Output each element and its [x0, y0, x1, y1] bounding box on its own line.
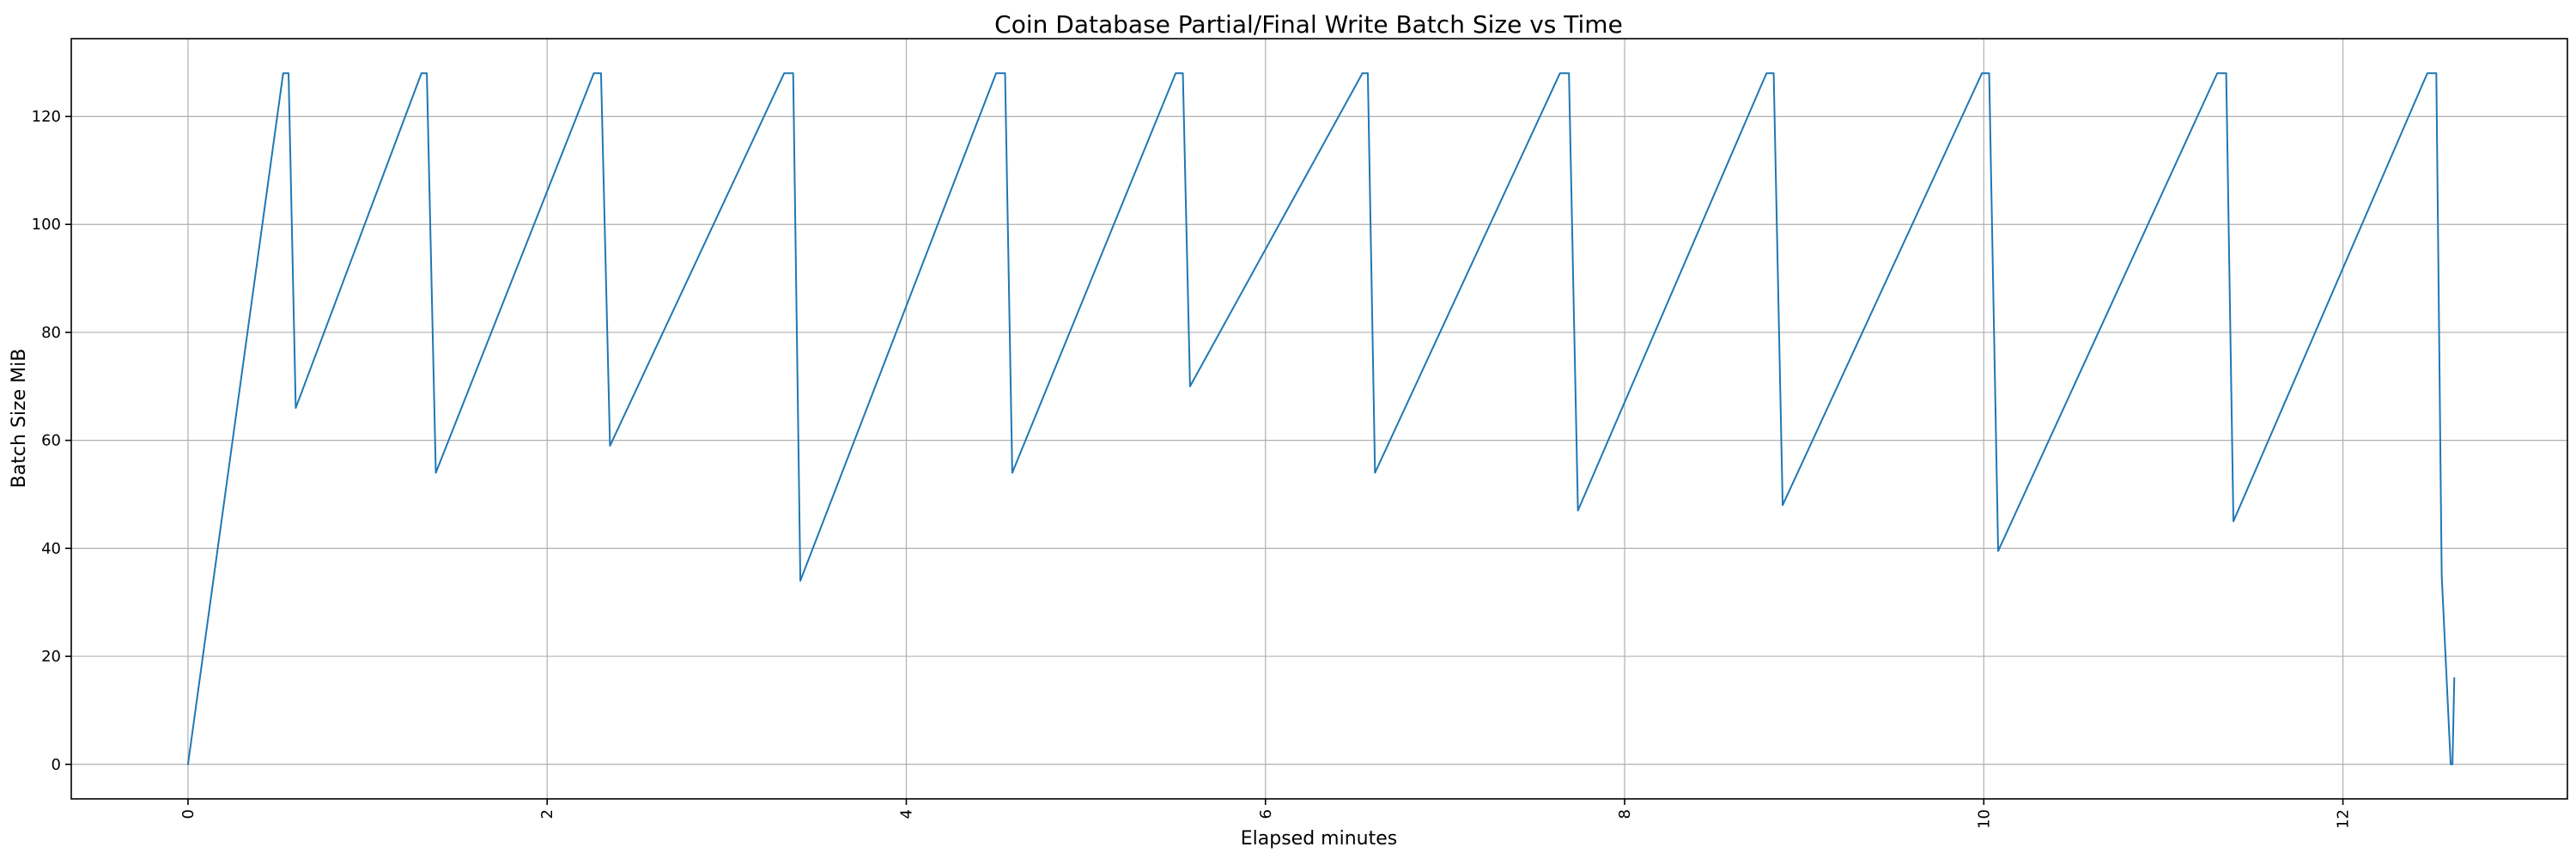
y-tick-label: 100 [32, 216, 61, 234]
x-tick-label: 12 [2335, 809, 2353, 829]
x-axis-label: Elapsed minutes [1241, 828, 1397, 850]
y-tick-label: 0 [52, 756, 61, 774]
y-tick-label: 120 [32, 108, 61, 126]
x-tick-label: 0 [179, 809, 197, 819]
x-tick-label: 2 [538, 809, 556, 819]
y-axis-ticks: 0 20 40 60 80 100 120 [32, 108, 71, 774]
y-tick-label: 80 [41, 324, 61, 342]
y-tick-label: 60 [41, 432, 61, 450]
x-tick-label: 4 [897, 809, 915, 819]
data-series [186, 72, 2456, 765]
y-axis-label: Batch Size MiB [9, 349, 30, 489]
plot-area-frame [70, 38, 2568, 800]
series-line [186, 72, 2456, 765]
chart-title: Coin Database Partial/Final Write Batch … [994, 10, 1623, 39]
x-tick-label: 6 [1257, 809, 1275, 819]
x-tick-label: 10 [1975, 809, 1993, 829]
x-axis-ticks: 0 2 4 6 8 10 12 [179, 799, 2353, 829]
x-tick-label: 8 [1616, 809, 1634, 819]
y-tick-label: 40 [41, 539, 61, 557]
grid-lines [71, 39, 2567, 799]
y-tick-label: 20 [41, 648, 61, 666]
